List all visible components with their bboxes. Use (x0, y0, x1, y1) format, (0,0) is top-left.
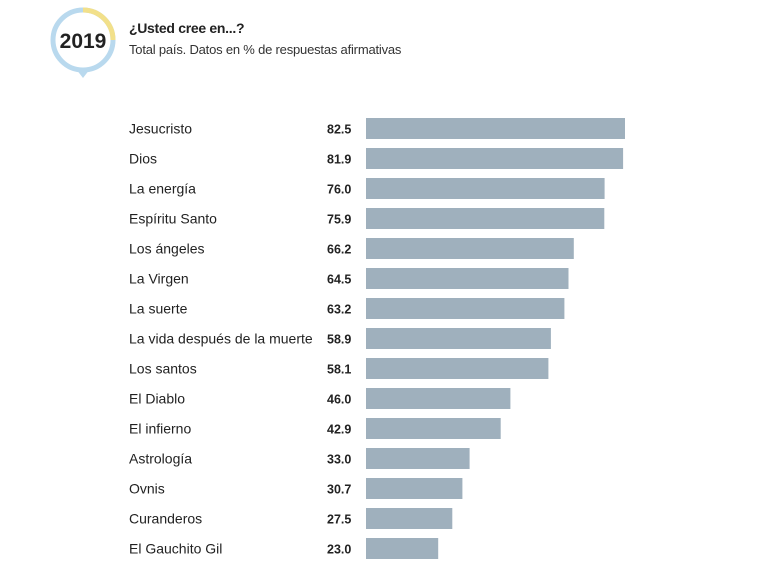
bar (366, 478, 463, 499)
category-label: Astrología (129, 451, 192, 467)
value-label: 75.9 (327, 213, 351, 227)
value-label: 58.1 (327, 363, 351, 377)
bar (366, 538, 439, 559)
category-label: Los santos (129, 361, 197, 377)
bar (366, 238, 574, 259)
value-label: 64.5 (327, 273, 351, 287)
bar (366, 118, 625, 139)
category-label: La suerte (129, 301, 188, 317)
value-label: 33.0 (327, 453, 351, 467)
bar (366, 418, 501, 439)
bar (366, 448, 470, 469)
bar (366, 268, 569, 289)
bar (366, 388, 511, 409)
category-label: El infierno (129, 421, 191, 437)
value-label: 27.5 (327, 513, 351, 527)
bar (366, 178, 605, 199)
badge-year: 2019 (60, 30, 107, 53)
value-label: 23.0 (327, 543, 351, 557)
bar (366, 508, 453, 529)
bar (366, 208, 605, 229)
value-label: 81.9 (327, 153, 351, 167)
bar (366, 328, 551, 349)
badge-ring-icon: 2019 (50, 7, 116, 78)
bar (366, 298, 565, 319)
category-label: La vida después de la muerte (129, 331, 313, 347)
category-label: Dios (129, 151, 157, 167)
chart-subtitle: Total país. Datos en % de respuestas afi… (129, 42, 402, 57)
category-label: Espíritu Santo (129, 211, 217, 227)
category-label: La Virgen (129, 271, 189, 287)
category-label: El Gauchito Gil (129, 541, 222, 557)
category-label: El Diablo (129, 391, 185, 407)
value-label: 42.9 (327, 423, 351, 437)
category-label: La energía (129, 181, 196, 197)
category-label: Ovnis (129, 481, 165, 497)
category-label: Jesucristo (129, 121, 192, 137)
value-label: 76.0 (327, 183, 351, 197)
category-label: Curanderos (129, 511, 202, 527)
bar (366, 358, 549, 379)
value-label: 30.7 (327, 483, 351, 497)
chart-header: ¿Usted cree en...? Total país. Datos en … (129, 20, 401, 57)
bar (366, 148, 624, 169)
value-label: 58.9 (327, 333, 351, 347)
category-label: Los ángeles (129, 241, 205, 257)
chart-title: ¿Usted cree en...? (129, 20, 245, 36)
value-label: 63.2 (327, 303, 351, 317)
value-label: 82.5 (327, 123, 351, 137)
year-badge: 2019 (49, 6, 117, 82)
value-label: 66.2 (327, 243, 351, 257)
value-label: 46.0 (327, 393, 351, 407)
